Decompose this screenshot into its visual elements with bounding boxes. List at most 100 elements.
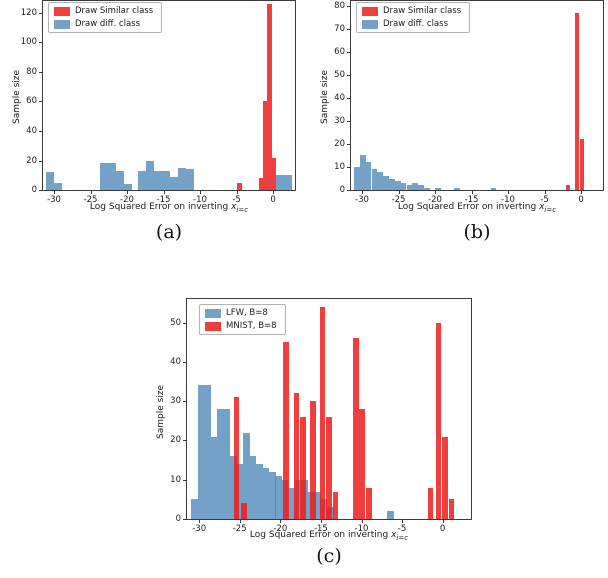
histogram-bar-diff-class [400, 183, 407, 190]
legend-item: Draw diff. class [362, 19, 461, 29]
x-tick-label: -10 [354, 524, 369, 534]
x-axis-label-text: Log Squared Error on inverting [249, 530, 392, 540]
chart-c: Sample size LFW, B=8 MNIST, B=8 -30 -25 -2… [148, 290, 478, 572]
y-axis-label: Sample size [320, 69, 330, 124]
histogram-bar-lfw [275, 475, 282, 519]
y-tick-label: 60 [334, 46, 345, 57]
x-tick [581, 190, 583, 194]
x-tick [398, 190, 400, 194]
histogram-bar-diff-class [454, 187, 460, 190]
y-tick-label: 120 [20, 7, 37, 18]
histogram-bar-lfw [262, 467, 269, 519]
x-tick [320, 519, 322, 523]
histogram-bar-diff-class [418, 185, 424, 190]
plot-area: LFW, B=8 MNIST, B=8 -30 -25 -20 -15 -10 -5 0 0 1… [170, 298, 472, 534]
histogram-bar-diff-class [394, 180, 401, 190]
histogram-bar-diff-class [45, 172, 54, 190]
x-axis-label-text: Log Squared Error on inverting [397, 202, 540, 212]
histogram-bar-lfw [217, 409, 224, 519]
x-tick [402, 519, 403, 523]
subfigure-label-b: (b) [463, 221, 491, 243]
y-tick [183, 440, 187, 442]
histogram-bar-diff-class [424, 187, 430, 190]
legend: LFW, B=8 MNIST, B=8 [199, 304, 286, 335]
histogram-bar-diff-class [435, 187, 441, 190]
x-tick [435, 190, 436, 194]
y-tick [39, 130, 43, 132]
x-tick [471, 190, 473, 194]
x-tick-label: -5 [232, 195, 241, 205]
legend-label: Draw diff. class [75, 19, 141, 29]
histogram-bar-diff-class [161, 170, 170, 190]
histogram-bar-lfw [387, 511, 394, 519]
x-tick-label: -15 [313, 524, 328, 534]
legend-swatch-red [205, 321, 221, 331]
legend-swatch-blue [205, 308, 221, 318]
x-tick-label: -20 [120, 195, 134, 205]
y-axis-label: Sample size [12, 69, 22, 124]
y-tick-label: 0 [339, 185, 345, 195]
histogram-bar-diff-class [283, 175, 292, 190]
histogram-bar-mnist [448, 499, 455, 519]
y-tick-label: 60 [26, 96, 37, 107]
legend-item: LFW, B=8 [205, 308, 277, 318]
histogram-bar-diff-class [377, 171, 384, 190]
histogram-bar-diff-class [145, 160, 154, 190]
histogram-bar-diff-class [153, 170, 162, 190]
y-tick [347, 51, 351, 53]
histogram-bar-mnist [319, 306, 326, 519]
histogram-bar-similar-class [271, 157, 276, 190]
x-tick [199, 519, 201, 523]
x-tick [54, 190, 55, 194]
y-tick [39, 42, 43, 44]
chart-a: Sample size Draw Similar class Draw diff… [2, 0, 302, 252]
legend-swatch-blue [362, 19, 378, 29]
legend-item: Draw Similar class [54, 6, 153, 16]
y-tick [39, 71, 43, 73]
subfigure-label-c: (c) [316, 545, 342, 567]
y-tick [39, 190, 43, 191]
legend-swatch-red [362, 6, 378, 16]
x-axis-label: Log Squared Error on inverting xi=c [90, 202, 248, 214]
histogram-bar-mnist [352, 338, 359, 519]
histogram-bar-mnist [332, 491, 339, 519]
legend-label: Draw Similar class [383, 6, 462, 16]
histogram-bar-lfw [197, 385, 204, 519]
histogram-bar-mnist [283, 342, 289, 519]
x-tick [236, 190, 238, 194]
y-tick-label: 80 [334, 0, 345, 11]
x-axis-label-var: x [391, 530, 397, 540]
histogram-bar-mnist [233, 397, 240, 519]
y-tick [347, 5, 351, 7]
histogram-bar-diff-class [177, 167, 186, 190]
y-tick [347, 167, 351, 168]
histogram-bar-diff-class [99, 163, 108, 190]
y-tick-label: 0 [31, 185, 37, 195]
histogram-bar-diff-class [389, 178, 395, 190]
x-tick-label: -5 [397, 524, 407, 534]
x-tick-label: 0 [439, 524, 446, 534]
histogram-bar-similar-class [258, 178, 263, 190]
legend-label: LFW, B=8 [226, 308, 268, 318]
y-tick-label: 50 [170, 317, 181, 328]
histogram-bar-mnist [326, 416, 332, 519]
legend-swatch-blue [54, 19, 70, 29]
histogram-bar-lfw [269, 471, 276, 519]
legend-label: Draw diff. class [383, 19, 449, 29]
histogram-bar-mnist [309, 401, 316, 519]
x-tick [508, 190, 509, 194]
histogram-bar-mnist [359, 409, 366, 519]
histogram-bar-mnist [365, 487, 372, 519]
x-axis-label-var: x [539, 202, 545, 212]
histogram-bar-diff-class [406, 185, 413, 190]
x-tick-label: -25 [232, 524, 247, 534]
histogram-bar-mnist [241, 503, 247, 519]
x-tick [280, 519, 282, 523]
histogram-bar-diff-class [115, 170, 124, 190]
y-tick-label: 40 [334, 92, 345, 103]
histogram-bar-lfw [243, 432, 250, 519]
x-tick [239, 519, 241, 523]
x-tick [362, 190, 363, 194]
histogram-bar-similar-class [574, 12, 579, 190]
